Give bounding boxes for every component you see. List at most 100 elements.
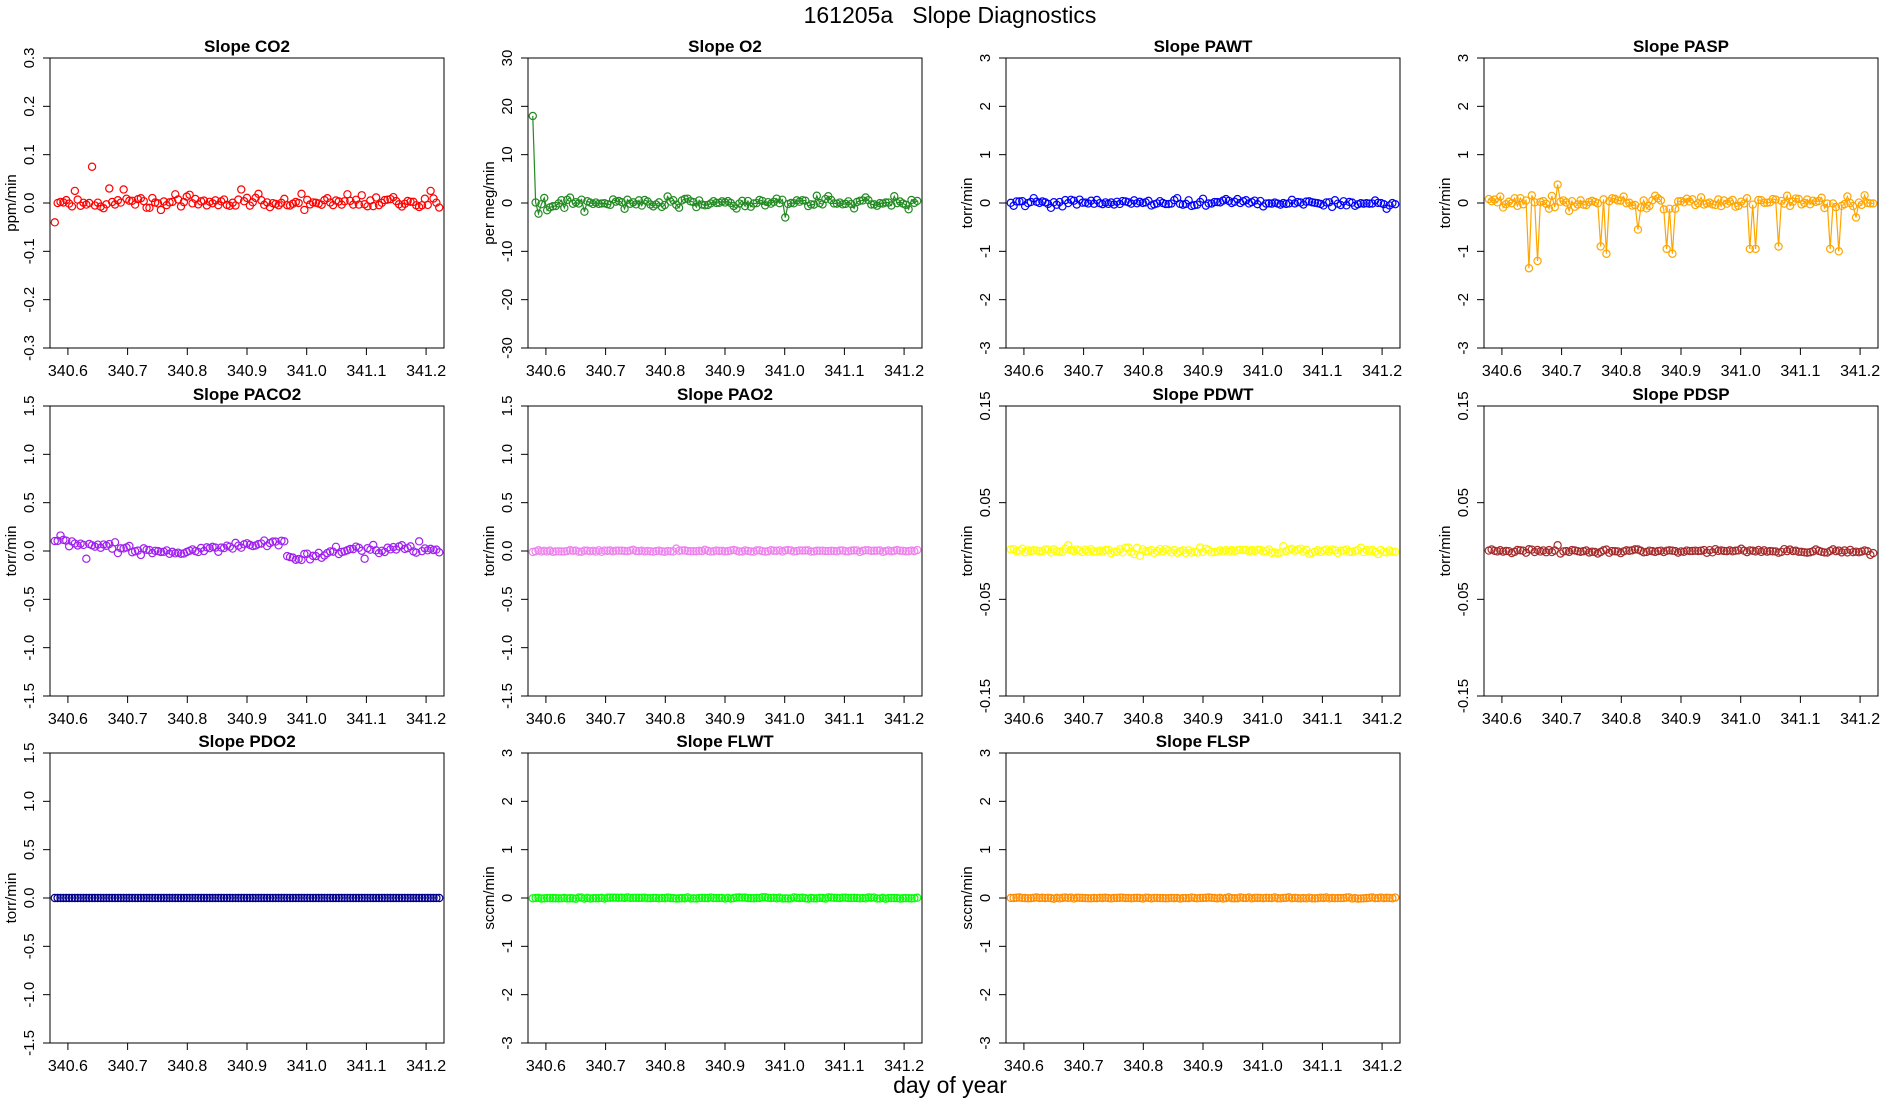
data-point bbox=[1777, 196, 1786, 206]
data-point bbox=[1521, 196, 1531, 205]
data-point bbox=[631, 893, 641, 903]
data-point bbox=[1633, 225, 1643, 234]
data-point bbox=[1170, 893, 1179, 903]
data-point bbox=[208, 893, 217, 903]
data-point bbox=[1645, 546, 1654, 555]
data-point bbox=[890, 192, 899, 201]
x-tick-label: 340.8 bbox=[645, 1058, 685, 1075]
data-point bbox=[130, 893, 140, 903]
data-series bbox=[50, 531, 444, 565]
y-axis-label: torr/min bbox=[959, 526, 976, 577]
data-point bbox=[841, 893, 850, 902]
data-point bbox=[107, 893, 117, 903]
data-point bbox=[282, 200, 292, 210]
data-point bbox=[1625, 198, 1634, 207]
data-point bbox=[712, 546, 721, 555]
y-tick-label: 3 bbox=[1455, 54, 1472, 62]
y-tick-label: -1.0 bbox=[21, 635, 38, 661]
data-point bbox=[1041, 893, 1050, 903]
data-point bbox=[1831, 202, 1841, 212]
data-point bbox=[374, 893, 384, 903]
data-point bbox=[628, 893, 638, 903]
data-point bbox=[1161, 894, 1170, 903]
x-tick-label: 340.9 bbox=[227, 711, 267, 728]
x-tick-label: 341.1 bbox=[824, 363, 864, 380]
data-point bbox=[366, 893, 375, 903]
y-axis-label: sccm/min bbox=[959, 866, 976, 929]
x-tick-label: 340.6 bbox=[1004, 1058, 1044, 1075]
data-point bbox=[743, 546, 753, 556]
data-point bbox=[176, 549, 186, 558]
data-point bbox=[1359, 199, 1368, 208]
panel-title: Slope PDO2 bbox=[198, 732, 295, 751]
data-point bbox=[346, 544, 355, 554]
data-point bbox=[228, 893, 237, 903]
data-point bbox=[1342, 893, 1351, 902]
data-point bbox=[643, 546, 652, 556]
data-point bbox=[643, 894, 652, 903]
data-point bbox=[577, 195, 586, 204]
data-point bbox=[798, 195, 807, 205]
data-point bbox=[1760, 198, 1769, 207]
y-tick-label: 1.5 bbox=[21, 396, 38, 417]
data-point bbox=[171, 893, 180, 903]
x-tick-label: 340.9 bbox=[705, 363, 745, 380]
data-point bbox=[308, 198, 318, 207]
data-point bbox=[346, 893, 355, 903]
panel-title: Slope FLSP bbox=[1156, 732, 1250, 751]
data-point bbox=[1006, 893, 1015, 903]
data-point bbox=[1696, 193, 1706, 202]
data-point bbox=[1018, 893, 1027, 903]
data-point bbox=[274, 541, 283, 550]
data-point bbox=[1496, 192, 1505, 201]
data-point bbox=[222, 893, 232, 903]
x-tick-label: 340.8 bbox=[1123, 363, 1163, 380]
data-point bbox=[1141, 547, 1150, 556]
data-point bbox=[749, 894, 758, 903]
data-point bbox=[1147, 545, 1156, 555]
data-point bbox=[1264, 893, 1274, 903]
data-point bbox=[257, 196, 266, 205]
data-point bbox=[1699, 545, 1709, 555]
data-point bbox=[386, 893, 395, 903]
data-point bbox=[1310, 198, 1320, 207]
y-tick-label: 0.0 bbox=[499, 541, 516, 562]
y-tick-label: -0.15 bbox=[1455, 679, 1472, 713]
data-point bbox=[1370, 893, 1380, 903]
y-tick-label: 2 bbox=[1455, 102, 1472, 110]
data-point bbox=[1573, 200, 1582, 209]
data-point bbox=[735, 547, 744, 556]
data-point bbox=[898, 546, 908, 555]
data-point bbox=[1782, 191, 1792, 200]
data-point bbox=[153, 893, 163, 903]
x-tick-label: 341.0 bbox=[287, 363, 327, 380]
data-point bbox=[165, 893, 174, 903]
x-tick-label: 340.7 bbox=[1064, 711, 1104, 728]
chart-panel-slope-paco2: Slope PACO2 340.6 340.7 340.8 340.9 341.0 341.… bbox=[3, 385, 446, 728]
x-tick-label: 341.2 bbox=[884, 363, 924, 380]
data-point bbox=[412, 893, 421, 903]
data-point bbox=[847, 893, 856, 903]
data-point bbox=[1112, 547, 1122, 557]
data-point bbox=[1653, 546, 1663, 556]
data-point bbox=[806, 547, 816, 556]
data-point bbox=[901, 200, 910, 210]
data-point bbox=[176, 893, 186, 903]
data-point bbox=[551, 201, 560, 211]
data-point bbox=[1559, 547, 1568, 556]
data-point bbox=[1264, 199, 1274, 208]
data-point bbox=[70, 893, 80, 903]
data-point bbox=[337, 893, 346, 903]
data-point bbox=[763, 893, 773, 903]
data-point bbox=[712, 198, 721, 208]
data-point bbox=[429, 893, 438, 903]
data-point bbox=[1178, 546, 1188, 555]
data-point bbox=[139, 893, 148, 903]
data-point bbox=[1095, 893, 1104, 903]
data-point bbox=[231, 893, 240, 903]
data-point bbox=[188, 199, 197, 208]
y-tick-label: -0.5 bbox=[21, 933, 38, 959]
data-point bbox=[369, 893, 378, 903]
y-tick-label: -10 bbox=[499, 240, 516, 262]
data-point bbox=[1774, 242, 1783, 251]
